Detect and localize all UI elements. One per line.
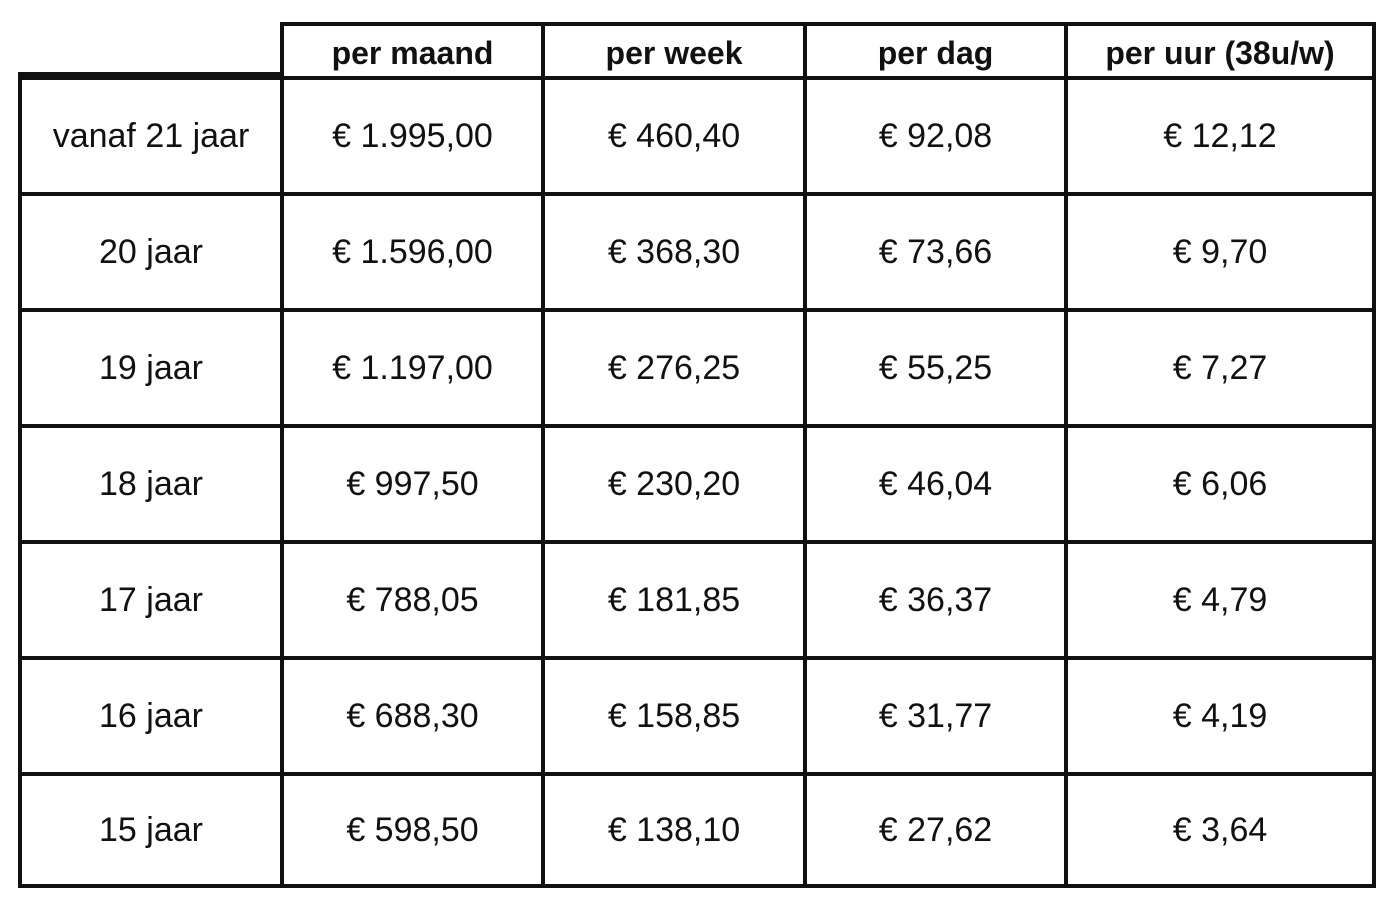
- row-label: 18 jaar: [18, 424, 280, 540]
- table-cell: € 138,10: [541, 772, 803, 888]
- column-header-per-week: per week: [541, 22, 803, 76]
- table-cell: € 1.995,00: [280, 76, 541, 192]
- table-cell: € 4,79: [1064, 540, 1376, 656]
- row-label: 19 jaar: [18, 308, 280, 424]
- row-label: 17 jaar: [18, 540, 280, 656]
- table-cell: € 1.596,00: [280, 192, 541, 308]
- table-cell: € 688,30: [280, 656, 541, 772]
- table-cell: € 6,06: [1064, 424, 1376, 540]
- table-cell: € 27,62: [803, 772, 1064, 888]
- table-cell: € 276,25: [541, 308, 803, 424]
- table-cell: € 12,12: [1064, 76, 1376, 192]
- row-label: vanaf 21 jaar: [18, 76, 280, 192]
- table-corner-cell: [18, 22, 280, 76]
- table-cell: € 31,77: [803, 656, 1064, 772]
- column-header-per-maand: per maand: [280, 22, 541, 76]
- table-cell: € 36,37: [803, 540, 1064, 656]
- table-cell: € 788,05: [280, 540, 541, 656]
- row-label: 16 jaar: [18, 656, 280, 772]
- table-cell: € 181,85: [541, 540, 803, 656]
- column-header-per-uur: per uur (38u/w): [1064, 22, 1376, 76]
- table-cell: € 92,08: [803, 76, 1064, 192]
- table-cell: € 73,66: [803, 192, 1064, 308]
- table-cell: € 46,04: [803, 424, 1064, 540]
- table-cell: € 3,64: [1064, 772, 1376, 888]
- table-cell: € 158,85: [541, 656, 803, 772]
- table-cell: € 9,70: [1064, 192, 1376, 308]
- table-cell: € 55,25: [803, 308, 1064, 424]
- table-cell: € 598,50: [280, 772, 541, 888]
- column-header-per-dag: per dag: [803, 22, 1064, 76]
- table-cell: € 4,19: [1064, 656, 1376, 772]
- table-cell: € 997,50: [280, 424, 541, 540]
- table-cell: € 7,27: [1064, 308, 1376, 424]
- row-label: 15 jaar: [18, 772, 280, 888]
- table-cell: € 230,20: [541, 424, 803, 540]
- wage-table: per maand per week per dag per uur (38u/…: [18, 22, 1376, 888]
- table-cell: € 1.197,00: [280, 308, 541, 424]
- table-cell: € 460,40: [541, 76, 803, 192]
- row-label: 20 jaar: [18, 192, 280, 308]
- table-cell: € 368,30: [541, 192, 803, 308]
